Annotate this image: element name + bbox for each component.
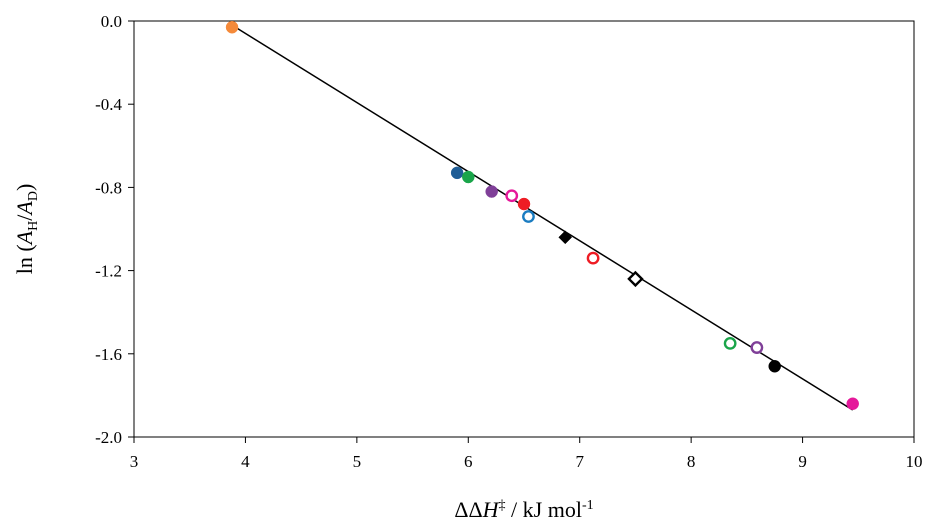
data-point-circle: [768, 360, 781, 373]
x-axis-title: ΔΔH‡ / kJ mol-1: [454, 497, 593, 522]
data-point-circle: [586, 251, 600, 265]
x-tick-label: 5: [353, 452, 362, 471]
y-axis-title: ln (AH/AD): [12, 184, 41, 275]
x-tick-label: 10: [906, 452, 923, 471]
x-tick-label: 8: [687, 452, 696, 471]
data-point-circle: [462, 170, 475, 184]
data-points: [225, 20, 859, 410]
y-tick-label: 0.0: [101, 12, 122, 31]
data-point-circle: [225, 20, 239, 34]
y-tick-label: -1.6: [95, 345, 122, 364]
data-point-circle: [505, 189, 519, 203]
x-tick-label: 6: [464, 452, 473, 471]
y-tick-label: -2.0: [95, 428, 122, 447]
data-point-circle: [846, 397, 859, 410]
x-tick-label: 9: [798, 452, 807, 471]
y-tick-label: -0.8: [95, 178, 122, 197]
data-point-circle: [723, 336, 737, 350]
axis-tick-labels: 3 4 5 6 7 8 9 10 0.0 -0.4 -0.8 -1.2 -1.6 -2.0: [95, 12, 922, 471]
x-tick-label: 7: [575, 452, 584, 471]
data-point-circle: [522, 210, 535, 223]
y-tick-label: -0.4: [95, 95, 122, 114]
data-point-circle: [517, 197, 531, 211]
data-point-circle: [485, 185, 498, 198]
data-point-circle: [450, 166, 464, 180]
data-point-diamond: [627, 270, 644, 288]
data-point-diamond: [558, 230, 573, 245]
data-point-circle: [750, 341, 764, 354]
y-tick-label: -1.2: [95, 262, 122, 281]
axis-ticks: [128, 20, 915, 443]
x-tick-label: 4: [241, 452, 250, 471]
x-tick-label: 3: [130, 452, 139, 471]
regression-line: [231, 24, 854, 411]
plot-area-frame: [133, 20, 915, 438]
